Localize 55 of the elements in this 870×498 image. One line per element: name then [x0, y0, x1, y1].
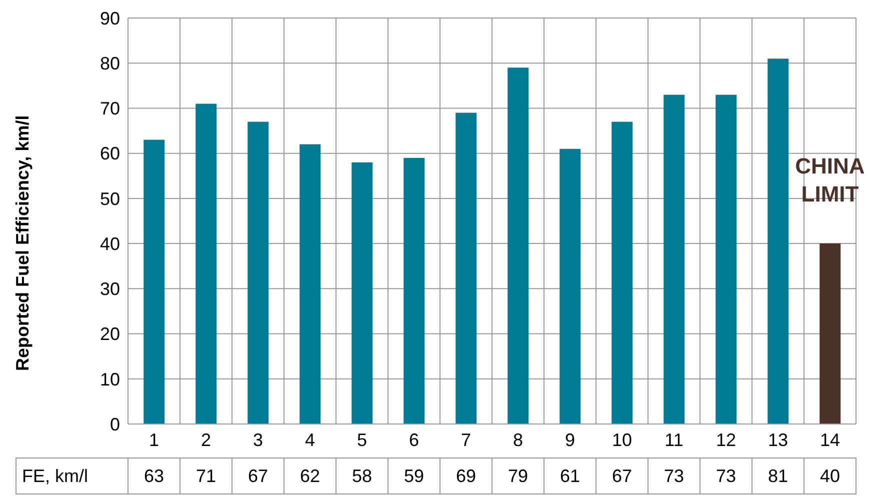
- x-tick-label: 4: [304, 430, 316, 450]
- bar: [612, 122, 633, 424]
- x-tick-label: 5: [356, 430, 368, 450]
- y-tick-label: 20: [100, 324, 120, 344]
- bar: [352, 162, 373, 424]
- x-tick-label: 10: [612, 430, 632, 450]
- text: FE, km/l: [22, 466, 88, 486]
- data-label: 58: [352, 466, 372, 486]
- data-label: 59: [404, 466, 424, 486]
- bar: [404, 158, 425, 424]
- bar: [144, 140, 165, 424]
- bar: [560, 148, 581, 424]
- data-label: 61: [560, 466, 580, 486]
- x-tick-label: 1: [148, 430, 160, 450]
- data-label: 69: [456, 466, 476, 486]
- bar: [664, 94, 685, 424]
- bar: [456, 112, 477, 424]
- data-label: 40: [820, 466, 840, 486]
- x-tick-label: 6: [408, 430, 420, 450]
- data-label: 71: [196, 466, 216, 486]
- data-label: 79: [508, 466, 528, 486]
- annotation: CHINA LIMIT: [795, 154, 865, 207]
- bar: [300, 144, 321, 424]
- data-label: 62: [300, 466, 320, 486]
- x-tick-label: 8: [512, 430, 524, 450]
- x-tick-label: 13: [768, 430, 788, 450]
- x-tick-label: 14: [820, 430, 840, 450]
- y-axis-title: Reported Fuel Efficiency, km/l: [12, 115, 32, 371]
- y-tick-label: 10: [100, 369, 120, 390]
- x-tick-label: 12: [716, 430, 736, 450]
- x-tick-label: 9: [564, 430, 576, 450]
- y-tick-label: 80: [100, 54, 120, 74]
- y-tick-label: 30: [100, 279, 120, 300]
- data-label: 81: [768, 466, 788, 486]
- bar: [248, 122, 269, 424]
- data-label: 73: [716, 466, 736, 486]
- bar: [768, 58, 789, 424]
- y-tick-label: 0: [110, 414, 120, 434]
- bar: [716, 94, 737, 424]
- data-label: 67: [612, 466, 632, 486]
- y-tick-label: 70: [100, 98, 120, 119]
- data-label: 63: [144, 466, 164, 486]
- bar: [820, 244, 841, 424]
- x-tick-label: 7: [460, 430, 472, 450]
- x-tick-label: 3: [252, 430, 264, 450]
- bar: [508, 68, 529, 424]
- x-tick-label: 2: [200, 430, 212, 450]
- y-tick-label: 60: [100, 144, 120, 164]
- data-label: 73: [664, 466, 684, 486]
- y-tick-label: 90: [100, 8, 120, 28]
- data-label: 67: [248, 466, 268, 486]
- y-tick-label: 50: [100, 188, 120, 209]
- bar: [196, 104, 217, 424]
- x-tick-label: 11: [664, 430, 684, 450]
- y-tick-label: 40: [100, 234, 120, 254]
